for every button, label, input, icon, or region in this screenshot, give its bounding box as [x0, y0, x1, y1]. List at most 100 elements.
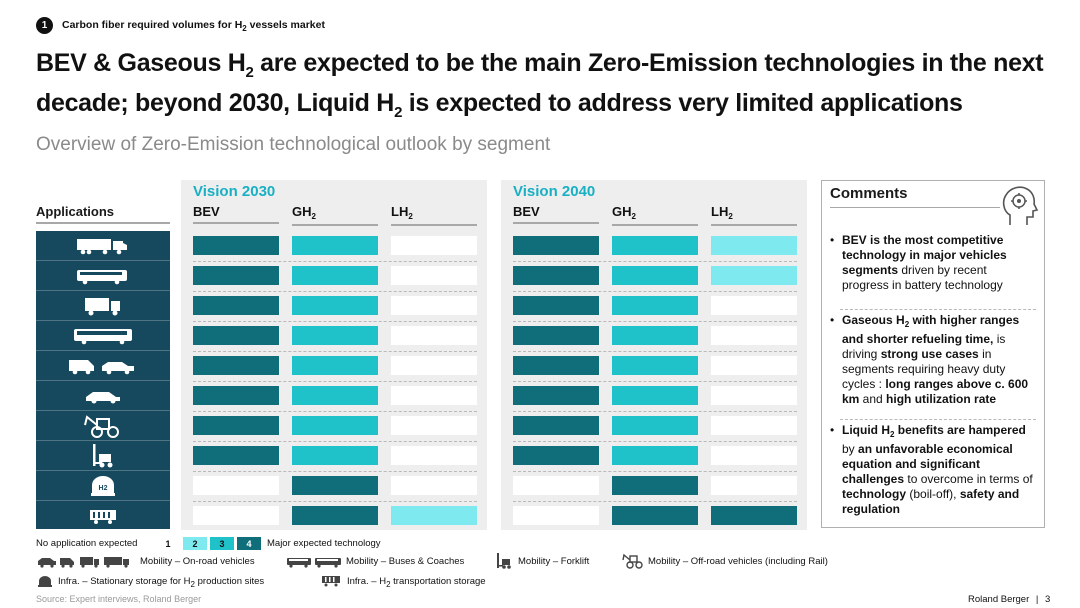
legend-text: production sites	[195, 576, 265, 587]
column-header-subscript: 2	[728, 212, 733, 221]
score-cell-lh2-row-2	[711, 266, 797, 285]
score-cell-gh2-row-8	[612, 446, 698, 465]
footer-brand: Roland Berger | 3	[968, 594, 1050, 605]
row-divider	[193, 411, 477, 412]
column-header-subscript: 2	[408, 212, 413, 221]
score-cell-lh2-row-4	[711, 326, 797, 345]
legend-forklift-label: Mobility – Forklift	[518, 556, 590, 567]
comments-divider	[830, 207, 1000, 208]
section-title-subscript: 2	[242, 24, 247, 33]
vision-2030-grid	[181, 180, 487, 530]
legend-subscript: 2	[386, 580, 391, 589]
score-cell-lh2-row-9	[711, 476, 797, 495]
application-row-stationary-storage: H2	[36, 471, 170, 501]
bullet-subscript: 2	[904, 320, 910, 329]
score-cell-bev-row-6	[513, 386, 599, 405]
score-cell-gh2-row-5	[292, 356, 378, 375]
score-cell-bev-row-3	[193, 296, 279, 315]
row-divider	[193, 501, 477, 502]
score-cell-lh2-row-8	[391, 446, 477, 465]
score-cell-gh2-row-7	[612, 416, 698, 435]
row-divider	[513, 501, 797, 502]
footer-divider: |	[1035, 594, 1039, 605]
application-row-forklift	[36, 441, 170, 471]
legend-level-1: 1	[156, 537, 180, 550]
legend-offroad-label: Mobility – Off-road vehicles (including …	[648, 556, 828, 567]
bullet-text: (boil-off),	[906, 487, 960, 501]
coach-bus-icon	[77, 269, 127, 284]
legend-text: Infra. – Stationary storage for H	[58, 576, 191, 587]
bullet-bold-text: Liquid H	[842, 423, 890, 437]
column-header-bev: BEV	[193, 204, 279, 224]
legend-no-application: No application expected	[36, 538, 138, 549]
bullet-text: driven by recent progress in battery tec…	[842, 263, 1003, 292]
score-cell-lh2-row-7	[711, 416, 797, 435]
score-cell-bev-row-8	[513, 446, 599, 465]
column-header-label: GH	[612, 204, 632, 219]
brand-name: Roland Berger	[968, 594, 1030, 605]
bullet-text: to overcome in terms of	[904, 472, 1033, 486]
h2-rail-wagon-icon	[90, 510, 116, 524]
score-cell-lh2-row-5	[711, 356, 797, 375]
bullet-bold-text: safety and regulation	[842, 487, 1020, 516]
bullet-subscript: 2	[890, 430, 895, 439]
application-row-delivery-trucks	[36, 291, 170, 321]
bullet-bold-text: long ranges above c. 600 km	[842, 377, 1029, 406]
bullet-bold-text: high utilization rate	[886, 392, 997, 406]
truck-trailer-icon	[77, 238, 127, 254]
score-cell-gh2-row-6	[612, 386, 698, 405]
stationary-storage-legend-icon	[38, 576, 52, 587]
comment-bullet-gaseous-h2: Gaseous H2 with higher ranges and shorte…	[830, 313, 1036, 407]
application-row-offroad	[36, 411, 170, 441]
section-title-text: Carbon fiber required volumes for H	[62, 19, 243, 31]
forklift-icon	[93, 443, 113, 467]
section-number: 1	[41, 20, 48, 31]
score-cell-bev-row-8	[193, 446, 279, 465]
score-cell-lh2-row-1	[391, 236, 477, 255]
row-divider	[513, 261, 797, 262]
score-cell-gh2-row-7	[292, 416, 378, 435]
score-cell-bev-row-9	[193, 476, 279, 495]
column-header-label: GH	[292, 204, 312, 219]
row-divider	[513, 381, 797, 382]
vision-2030-panel: Vision 2030 BEV GH2 LH2	[181, 180, 487, 530]
score-cell-bev-row-9	[513, 476, 599, 495]
headline-part: are expected to be the main Zero-Emissio…	[36, 49, 1044, 117]
bullet-divider	[840, 309, 1036, 310]
score-cell-lh2-row-7	[391, 416, 477, 435]
column-header-lh2: LH2	[391, 204, 477, 226]
bullet-text: is driving	[842, 332, 1006, 361]
legend-major: Major expected technology	[267, 538, 381, 549]
score-cell-gh2-row-9	[612, 476, 698, 495]
offroad-legend-icon	[622, 553, 643, 569]
row-divider	[513, 471, 797, 472]
score-cell-gh2-row-4	[292, 326, 378, 345]
score-cell-gh2-row-8	[292, 446, 378, 465]
score-cell-lh2-row-10	[711, 506, 797, 525]
score-cell-lh2-row-6	[711, 386, 797, 405]
bullet-bold-text: strong use cases	[880, 347, 979, 361]
source-note: Source: Expert interviews, Roland Berger	[36, 594, 202, 604]
score-cell-bev-row-7	[513, 416, 599, 435]
legend-infra-storage-label: Infra. – Stationary storage for H2 produ…	[58, 576, 264, 589]
column-header-label: BEV	[193, 204, 220, 219]
row-divider	[193, 351, 477, 352]
score-cell-gh2-row-4	[612, 326, 698, 345]
applications-header: Applications	[36, 204, 170, 224]
row-divider	[193, 291, 477, 292]
score-cell-lh2-row-8	[711, 446, 797, 465]
vision-2040-panel: Vision 2040 BEV GH2 LH2	[501, 180, 807, 530]
comments-panel: Comments BEV is the most competitive tec…	[821, 180, 1045, 528]
application-row-trucks	[36, 231, 170, 261]
bullet-text: and	[859, 392, 887, 406]
score-cell-gh2-row-3	[292, 296, 378, 315]
legend-level-4: 4	[237, 537, 261, 550]
row-divider	[513, 321, 797, 322]
row-divider	[193, 321, 477, 322]
row-divider	[193, 381, 477, 382]
section-number-badge: 1	[36, 17, 53, 34]
score-cell-bev-row-10	[193, 506, 279, 525]
vision-2040-title: Vision 2040	[513, 183, 596, 200]
bullet-bold-text: BEV is the most competitive technology i…	[842, 233, 1007, 277]
page-number: 3	[1045, 594, 1051, 605]
